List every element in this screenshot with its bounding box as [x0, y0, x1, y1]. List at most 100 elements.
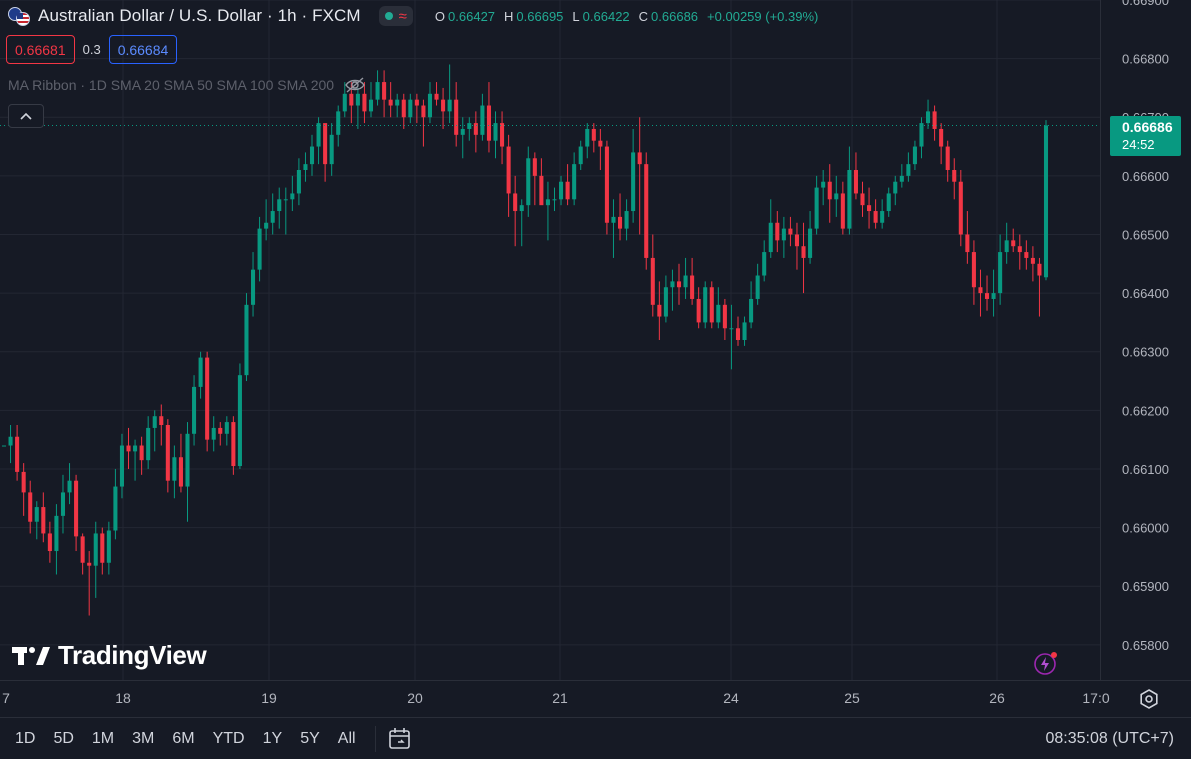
candle-body — [893, 181, 898, 194]
candle-body — [532, 158, 537, 176]
candle-body — [808, 228, 813, 258]
candle-body — [486, 105, 491, 141]
candle-body — [578, 146, 583, 165]
candle-body — [526, 158, 531, 206]
candle-body — [323, 123, 328, 165]
candle-body — [447, 99, 452, 112]
candle-body — [480, 105, 485, 135]
candle-body — [722, 304, 727, 329]
candle-body — [971, 252, 976, 288]
candle-body — [1017, 246, 1022, 253]
bar-countdown: 24:52 — [1122, 137, 1155, 152]
candle-body — [912, 146, 917, 165]
candle-body — [290, 193, 295, 200]
candle-body — [74, 480, 79, 537]
candle-body — [126, 445, 131, 452]
candle-body — [178, 457, 183, 487]
candle-body — [237, 375, 242, 467]
candle-body — [565, 181, 570, 200]
market-status-pill[interactable]: ≈ — [378, 6, 413, 26]
candle-body — [676, 281, 682, 288]
candle-body — [500, 123, 505, 147]
price-chart[interactable]: 0.669000.668000.667000.666000.665000.664… — [0, 0, 1191, 717]
candle-body — [827, 181, 832, 200]
candle-body — [493, 123, 498, 141]
range-5d-button[interactable]: 5D — [53, 729, 74, 747]
symbol-title[interactable]: Australian Dollar / U.S. Dollar · 1h · F… — [38, 6, 361, 25]
chart-background — [0, 0, 1191, 717]
time-tick-label: 19 — [261, 690, 277, 706]
candle-body — [755, 275, 760, 299]
candle-body — [814, 187, 819, 229]
candle-body — [585, 128, 590, 147]
candle-body — [729, 328, 734, 330]
candle-body — [1011, 240, 1016, 247]
candle-body — [54, 515, 59, 552]
candle-body — [309, 146, 315, 165]
candle-body — [598, 140, 603, 147]
range-5y-button[interactable]: 5Y — [300, 729, 320, 747]
price-tick-label: 0.66800 — [1122, 52, 1169, 67]
lightning-alert-icon[interactable] — [1033, 650, 1059, 676]
candle-body — [788, 228, 793, 235]
candle-body — [663, 287, 668, 317]
range-all-button[interactable]: All — [337, 729, 356, 747]
candle-body — [192, 386, 197, 434]
candle-body — [270, 211, 275, 223]
candle-body — [139, 445, 144, 461]
gear-icon[interactable] — [1138, 688, 1160, 710]
time-tick-label: 21 — [552, 690, 568, 706]
candle-body — [15, 436, 20, 472]
range-6m-button[interactable]: 6M — [172, 729, 195, 747]
candle-body — [277, 199, 282, 212]
range-1y-button[interactable]: 1Y — [262, 729, 283, 747]
range-3m-button[interactable]: 3M — [132, 729, 155, 747]
candle-body — [794, 234, 800, 247]
candle-body — [408, 99, 413, 118]
candle-body — [106, 530, 111, 563]
candle-body — [880, 211, 885, 223]
candle-body — [93, 533, 98, 566]
candle-body — [421, 105, 426, 118]
buy-button[interactable]: 0.66684 — [108, 35, 178, 64]
hidden-eye-icon[interactable] — [344, 77, 366, 93]
price-change: +0.00259 (+0.39%) — [707, 8, 819, 24]
candle-body — [460, 128, 465, 135]
candle-body — [388, 99, 393, 106]
time-tick-label: 18 — [115, 690, 131, 706]
candle-body — [473, 123, 478, 135]
candle-body — [264, 222, 269, 229]
candle-body — [716, 304, 721, 323]
candle-body — [146, 427, 151, 461]
timezone-clock[interactable]: 08:35:08 (UTC+7) — [1045, 730, 1174, 747]
candle-body — [185, 433, 190, 487]
price-axis: 0.669000.668000.667000.666000.665000.664… — [1122, 0, 1169, 653]
candle-body — [47, 533, 52, 552]
candle-body — [316, 123, 321, 147]
collapse-legend-button[interactable] — [8, 104, 44, 128]
range-ytd-button[interactable]: YTD — [212, 729, 245, 747]
candle-body — [853, 170, 858, 194]
range-1d-button[interactable]: 1D — [15, 729, 36, 747]
range-1m-button[interactable]: 1M — [91, 729, 115, 747]
candle-body — [650, 257, 655, 305]
candle-body — [427, 93, 433, 118]
candle-body — [559, 181, 564, 200]
candle-body — [368, 99, 374, 112]
candle-body — [218, 427, 223, 434]
tradingview-logo[interactable]: TradingView — [12, 640, 207, 671]
candle-body — [670, 281, 675, 288]
time-axis: 7 18 19 20 21 24 25 26 17:0 — [2, 690, 1110, 706]
candle-body — [899, 175, 904, 182]
candle-body — [939, 128, 944, 147]
calendar-goto-icon[interactable] — [386, 725, 414, 753]
indicator-legend[interactable]: MA Ribbon · 1D SMA 20 SMA 50 SMA 100 SMA… — [8, 77, 366, 93]
sell-button[interactable]: 0.66681 — [6, 35, 75, 64]
candle-body — [991, 293, 996, 299]
candle-body — [709, 287, 714, 323]
candle-body — [395, 99, 400, 106]
candle-body — [60, 492, 66, 516]
candle-body — [952, 170, 957, 182]
candle-body — [644, 164, 649, 258]
candle-body — [355, 93, 360, 106]
